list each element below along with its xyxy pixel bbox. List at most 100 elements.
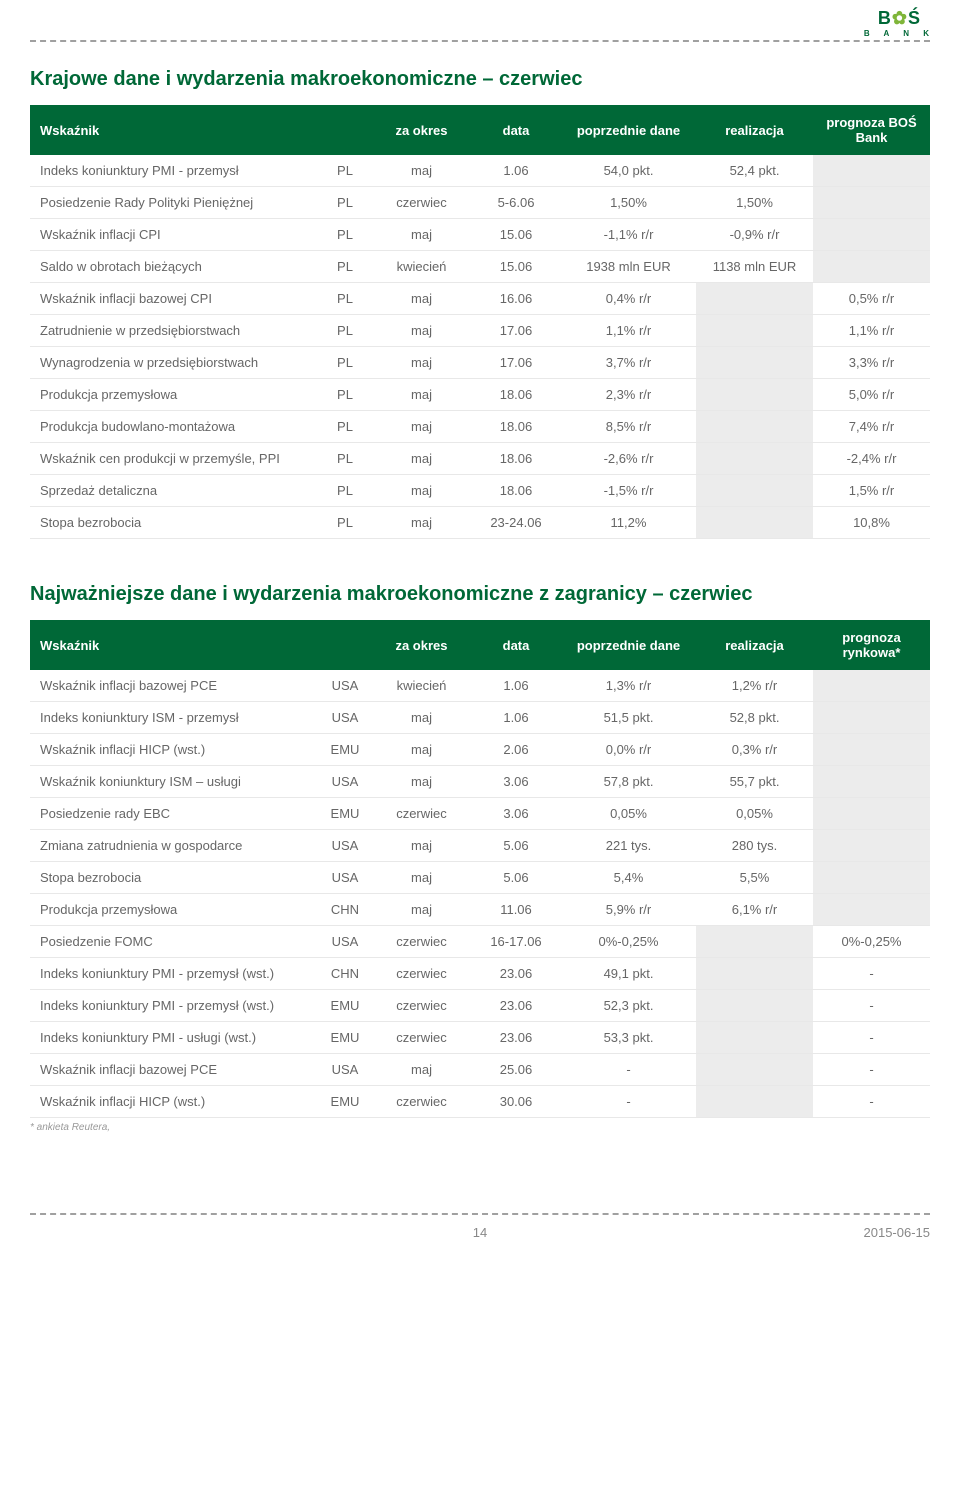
table-row: Indeks koniunktury PMI - przemysłPLmaj1.… bbox=[30, 155, 930, 187]
table-cell: - bbox=[813, 990, 930, 1022]
table-cell: 1,3% r/r bbox=[561, 670, 696, 702]
table-row: Sprzedaż detalicznaPLmaj18.06-1,5% r/r1,… bbox=[30, 475, 930, 507]
table-row: Indeks koniunktury PMI - usługi (wst.)EM… bbox=[30, 1022, 930, 1054]
table-cell: 7,4% r/r bbox=[813, 411, 930, 443]
table-cell: Posiedzenie rady EBC bbox=[30, 798, 318, 830]
table-cell: maj bbox=[372, 862, 471, 894]
table-header-row: Wskaźnikza okresdatapoprzednie danereali… bbox=[30, 620, 930, 670]
table-row: Wskaźnik inflacji bazowej PCEUSAmaj25.06… bbox=[30, 1054, 930, 1086]
table-cell: 0,05% bbox=[696, 798, 813, 830]
table-cell: - bbox=[813, 1054, 930, 1086]
table-cell bbox=[813, 766, 930, 798]
table-cell bbox=[813, 894, 930, 926]
table-cell: PL bbox=[318, 187, 372, 219]
column-header: poprzednie dane bbox=[561, 620, 696, 670]
table-cell: Produkcja przemysłowa bbox=[30, 379, 318, 411]
table-cell: 11.06 bbox=[471, 894, 561, 926]
table-cell: czerwiec bbox=[372, 926, 471, 958]
table-cell: 18.06 bbox=[471, 411, 561, 443]
table-cell: Indeks koniunktury PMI - przemysł (wst.) bbox=[30, 958, 318, 990]
table-cell: -2,4% r/r bbox=[813, 443, 930, 475]
table-row: Produkcja budowlano-montażowaPLmaj18.068… bbox=[30, 411, 930, 443]
column-header: Wskaźnik bbox=[30, 105, 318, 155]
table-cell: 5.06 bbox=[471, 862, 561, 894]
table-cell: -2,6% r/r bbox=[561, 443, 696, 475]
table-row: Wskaźnik inflacji HICP (wst.)EMUmaj2.060… bbox=[30, 734, 930, 766]
table-cell: 57,8 pkt. bbox=[561, 766, 696, 798]
table-cell: 30.06 bbox=[471, 1086, 561, 1118]
table-row: Posiedzenie FOMCUSAczerwiec16-17.060%-0,… bbox=[30, 926, 930, 958]
table-cell: czerwiec bbox=[372, 958, 471, 990]
table-cell: Stopa bezrobocia bbox=[30, 507, 318, 539]
logo-b: B bbox=[878, 8, 892, 28]
table-cell bbox=[813, 734, 930, 766]
table-cell: Zmiana zatrudnienia w gospodarce bbox=[30, 830, 318, 862]
table-cell: PL bbox=[318, 251, 372, 283]
column-header: data bbox=[471, 620, 561, 670]
table-row: Wskaźnik cen produkcji w przemyśle, PPIP… bbox=[30, 443, 930, 475]
table-row: Indeks koniunktury ISM - przemysłUSAmaj1… bbox=[30, 702, 930, 734]
table-cell: 5-6.06 bbox=[471, 187, 561, 219]
table-cell: Wskaźnik inflacji CPI bbox=[30, 219, 318, 251]
table-cell bbox=[813, 702, 930, 734]
table-cell: 3,3% r/r bbox=[813, 347, 930, 379]
column-header: realizacja bbox=[696, 620, 813, 670]
table-cell: 23.06 bbox=[471, 1022, 561, 1054]
table-cell bbox=[696, 1022, 813, 1054]
table-cell: 16.06 bbox=[471, 283, 561, 315]
table-cell bbox=[696, 443, 813, 475]
table-row: Saldo w obrotach bieżącychPLkwiecień15.0… bbox=[30, 251, 930, 283]
table-cell: 52,4 pkt. bbox=[696, 155, 813, 187]
table-cell: PL bbox=[318, 411, 372, 443]
top-divider bbox=[30, 40, 930, 42]
table-cell: Stopa bezrobocia bbox=[30, 862, 318, 894]
table-cell: Wskaźnik inflacji bazowej PCE bbox=[30, 670, 318, 702]
table-cell: 17.06 bbox=[471, 347, 561, 379]
table-cell: PL bbox=[318, 155, 372, 187]
table-cell: Wskaźnik inflacji HICP (wst.) bbox=[30, 1086, 318, 1118]
table-cell: 280 tys. bbox=[696, 830, 813, 862]
table-cell bbox=[696, 507, 813, 539]
table-cell: Wskaźnik inflacji HICP (wst.) bbox=[30, 734, 318, 766]
table-cell: Zatrudnienie w przedsiębiorstwach bbox=[30, 315, 318, 347]
table-cell: 11,2% bbox=[561, 507, 696, 539]
table-cell bbox=[813, 830, 930, 862]
column-header: za okres bbox=[372, 620, 471, 670]
table-cell: 18.06 bbox=[471, 475, 561, 507]
table-cell bbox=[813, 155, 930, 187]
table-cell: maj bbox=[372, 702, 471, 734]
table-cell: USA bbox=[318, 862, 372, 894]
table-row: Indeks koniunktury PMI - przemysł (wst.)… bbox=[30, 958, 930, 990]
table-cell bbox=[813, 219, 930, 251]
table-cell: 0%-0,25% bbox=[561, 926, 696, 958]
table-cell: maj bbox=[372, 766, 471, 798]
table-cell: 0%-0,25% bbox=[813, 926, 930, 958]
table-cell: - bbox=[561, 1054, 696, 1086]
table-cell bbox=[696, 990, 813, 1022]
table-cell: CHN bbox=[318, 894, 372, 926]
table-cell: 5,9% r/r bbox=[561, 894, 696, 926]
table-cell: PL bbox=[318, 475, 372, 507]
table-cell: 51,5 pkt. bbox=[561, 702, 696, 734]
table-cell: EMU bbox=[318, 1022, 372, 1054]
table-cell bbox=[813, 251, 930, 283]
table-cell: maj bbox=[372, 507, 471, 539]
table-cell: Posiedzenie Rady Polityki Pieniężnej bbox=[30, 187, 318, 219]
table-cell: maj bbox=[372, 894, 471, 926]
column-header bbox=[318, 620, 372, 670]
table-cell: 0,5% r/r bbox=[813, 283, 930, 315]
table-cell: 5.06 bbox=[471, 830, 561, 862]
table-cell: 0,05% bbox=[561, 798, 696, 830]
column-header: data bbox=[471, 105, 561, 155]
table-cell: maj bbox=[372, 379, 471, 411]
table-cell: maj bbox=[372, 1054, 471, 1086]
table-cell: maj bbox=[372, 283, 471, 315]
table-cell: Wynagrodzenia w przedsiębiorstwach bbox=[30, 347, 318, 379]
table-cell: maj bbox=[372, 315, 471, 347]
table-cell bbox=[696, 926, 813, 958]
logo-s: Ś bbox=[908, 8, 921, 28]
table-cell: 3.06 bbox=[471, 766, 561, 798]
table-cell bbox=[696, 958, 813, 990]
table-cell: 1138 mln EUR bbox=[696, 251, 813, 283]
table-cell: 53,3 pkt. bbox=[561, 1022, 696, 1054]
